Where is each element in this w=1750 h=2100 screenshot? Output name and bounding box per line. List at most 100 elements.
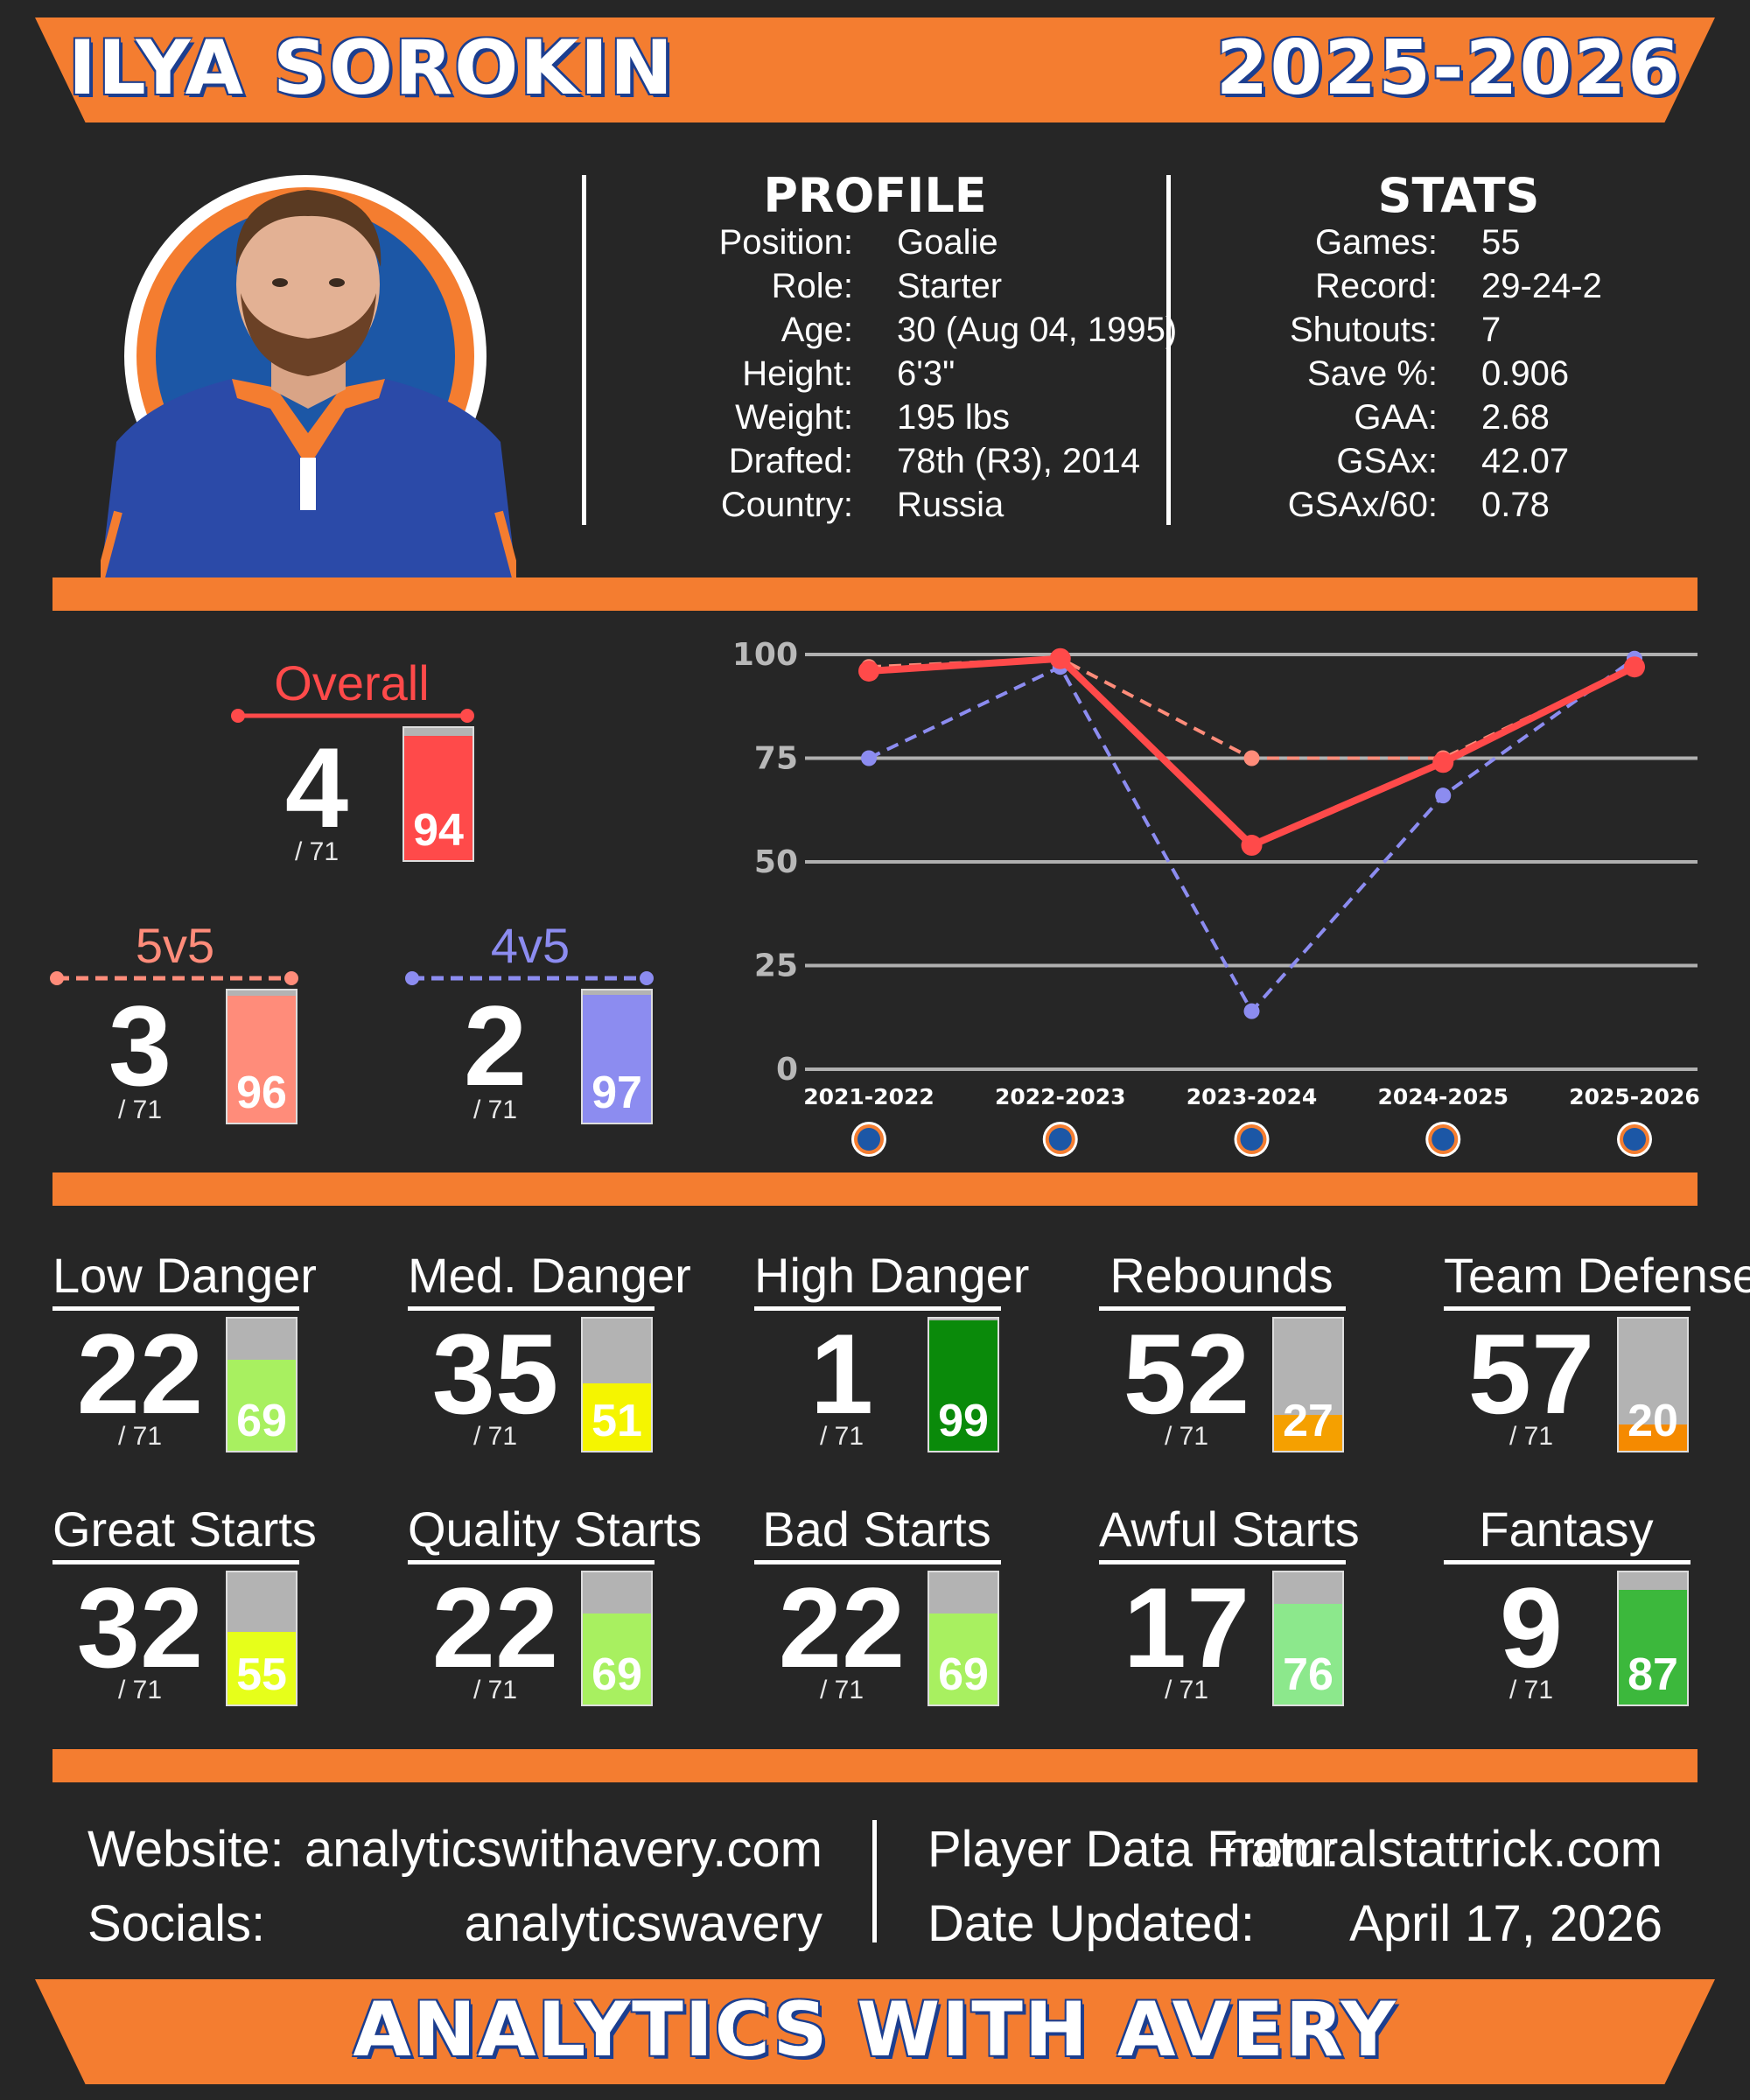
header-divider-left bbox=[582, 175, 586, 525]
overall-percentile-fill bbox=[404, 736, 472, 860]
metric-r2-1-underline bbox=[408, 1560, 654, 1564]
metric-r1-0-rank: 22 bbox=[76, 1310, 204, 1438]
metric-r2-4-percentile-bar: 87 bbox=[1617, 1571, 1689, 1706]
five-on-five-rank: 3 bbox=[108, 982, 172, 1110]
metric-r2-1-metric: Quality Starts 22/ 71 69 bbox=[408, 1501, 702, 1706]
metric-r2-0-metric: Great Starts 32/ 71 55 bbox=[52, 1501, 317, 1706]
percentile-trend-chart: 0 25 50 75 100 2021-2022 2022-2023 2023-2024 202… bbox=[732, 637, 1700, 1157]
metric-r1-0-metric: Low Danger 22/ 71 69 bbox=[52, 1247, 317, 1452]
website-label: Website: bbox=[88, 1821, 284, 1878]
metric-r1-2-percentile-bar: 99 bbox=[928, 1317, 999, 1452]
metric-r2-2-percentile-label: 69 bbox=[938, 1649, 989, 1700]
metric-r1-1-percentile-label: 51 bbox=[592, 1396, 642, 1446]
four-on-five-legend-line bbox=[405, 971, 654, 985]
metric-r2-4-percentile-label: 87 bbox=[1628, 1649, 1678, 1700]
metric-r1-4-metric: Team Defense 57/ 71 20 bbox=[1444, 1247, 1750, 1452]
overall-title: Overall bbox=[274, 655, 430, 710]
metric-r1-3-percentile-bar: 27 bbox=[1272, 1317, 1344, 1452]
row-value: Russia bbox=[897, 486, 1004, 524]
metric-r2-3-title: Awful Starts bbox=[1099, 1502, 1360, 1557]
metric-r1-0-title: Low Danger bbox=[52, 1248, 317, 1303]
brand-banner bbox=[35, 1979, 1715, 2084]
season-label: 2025-2026 bbox=[1215, 24, 1682, 112]
row-key: Drafted: bbox=[728, 442, 853, 480]
metric-r1-4-title: Team Defense bbox=[1444, 1248, 1750, 1303]
series-point-2 bbox=[1243, 1003, 1260, 1019]
stats-title: STATS bbox=[1377, 168, 1540, 223]
metric-r2-3-percentile-bar: 76 bbox=[1272, 1571, 1344, 1706]
row-key: Country: bbox=[720, 486, 853, 524]
four-on-five-title: 4v5 bbox=[490, 918, 570, 973]
x-tick-label: 2023-2024 bbox=[1186, 1084, 1318, 1110]
row-value: 30 (Aug 04, 1995) bbox=[897, 311, 1178, 349]
brand-title: ANALYTICS WITH AVERY bbox=[353, 1986, 1397, 2074]
metric-r1-0-percentile-fill bbox=[228, 1359, 296, 1451]
metric-r2-0-percentile-bar: 55 bbox=[226, 1571, 298, 1706]
metric-r1-2-title: High Danger bbox=[754, 1248, 1030, 1303]
divider-bar-3 bbox=[52, 1749, 1698, 1782]
five-on-five-percentile-label: 96 bbox=[236, 1068, 287, 1118]
five-on-five-percentile-fill bbox=[228, 996, 296, 1123]
metric-r2-3-percentile-fill bbox=[1274, 1604, 1342, 1704]
metric-r2-0-underline bbox=[52, 1560, 299, 1564]
metric-r2-1-percentile-fill bbox=[583, 1613, 651, 1704]
metric-r2-2-metric: Bad Starts 22/ 71 69 bbox=[754, 1501, 1008, 1706]
date-updated-label: Date Updated: bbox=[928, 1895, 1256, 1952]
row-value: 42.07 bbox=[1481, 442, 1570, 480]
series-point-2 bbox=[861, 750, 877, 766]
metric-r2-2-percentile-fill bbox=[929, 1613, 998, 1704]
metric-r2-4-metric: Fantasy 9/ 71 87 bbox=[1444, 1501, 1698, 1706]
metric-r2-4-percentile-fill bbox=[1619, 1589, 1687, 1704]
metric-r1-2-rank: 1 bbox=[809, 1310, 874, 1438]
metric-r2-1-rank: 22 bbox=[431, 1564, 559, 1691]
overall-percentile-label: 94 bbox=[413, 805, 464, 856]
website-value[interactable]: analyticswithavery.com bbox=[304, 1821, 822, 1878]
data-source-label: Player Data From: bbox=[928, 1821, 1340, 1878]
overall-rank: 4 bbox=[284, 724, 349, 851]
row-key: Height: bbox=[742, 354, 853, 393]
four-on-five-percentile-bar: 97 bbox=[581, 989, 653, 1124]
x-tick-label: 2024-2025 bbox=[1377, 1084, 1508, 1110]
series-point-0 bbox=[1241, 835, 1263, 857]
metric-r1-4-rank: 57 bbox=[1467, 1310, 1595, 1438]
series-point-0 bbox=[858, 660, 879, 682]
metric-r1-4-percentile-label: 20 bbox=[1628, 1396, 1678, 1446]
socials-value[interactable]: analyticswavery bbox=[464, 1895, 822, 1952]
row-key: Weight: bbox=[735, 398, 853, 437]
metric-r2-0-percentile-fill bbox=[228, 1631, 296, 1704]
series-point-0 bbox=[1624, 656, 1645, 678]
row-key: GSAx/60: bbox=[1287, 486, 1438, 524]
five-on-five-percentile-bar: 96 bbox=[226, 989, 298, 1124]
row-key: Shutouts: bbox=[1289, 311, 1438, 349]
metric-r2-1-percentile-bar: 69 bbox=[581, 1571, 653, 1706]
metric-r1-1-underline bbox=[408, 1306, 654, 1311]
metric-r1-2-rank-total: / 71 bbox=[819, 1422, 864, 1451]
metric-r1-3-title: Rebounds bbox=[1110, 1248, 1334, 1303]
socials-label: Socials: bbox=[88, 1895, 266, 1952]
row-value: 0.78 bbox=[1481, 486, 1550, 524]
overall-rank-total: / 71 bbox=[294, 837, 340, 866]
metric-r2-0-percentile-label: 55 bbox=[236, 1649, 287, 1700]
data-source-value[interactable]: naturalstattrick.com bbox=[1222, 1821, 1662, 1878]
row-value: 6'3" bbox=[897, 354, 956, 393]
metric-r1-1-rank: 35 bbox=[431, 1310, 559, 1438]
metric-r1-3-percentile-fill bbox=[1274, 1415, 1342, 1451]
metric-r1-0-percentile-bar: 69 bbox=[226, 1317, 298, 1452]
row-value: 55 bbox=[1481, 223, 1521, 262]
overall-legend-line bbox=[231, 709, 474, 723]
header-banner bbox=[35, 18, 1715, 122]
four-on-five-percentile-label: 97 bbox=[592, 1068, 642, 1118]
row-key: Games: bbox=[1314, 223, 1438, 262]
row-key: Position: bbox=[718, 223, 853, 262]
metric-r2-3-percentile-label: 76 bbox=[1283, 1649, 1334, 1700]
row-value: 29-24-2 bbox=[1481, 267, 1602, 305]
four-on-five-percentile-fill bbox=[583, 994, 651, 1123]
five-on-five-legend-line bbox=[50, 971, 298, 985]
date-updated-value: April 17, 2026 bbox=[1349, 1895, 1662, 1952]
overall-percentile-bar: 94 bbox=[402, 726, 474, 862]
metric-r2-3-rank-total: / 71 bbox=[1164, 1676, 1209, 1704]
y-tick-label: 100 bbox=[732, 637, 798, 673]
metric-r1-1-percentile-fill bbox=[583, 1383, 651, 1451]
four-on-five-rank-total: / 71 bbox=[472, 1096, 518, 1124]
metric-r2-3-rank: 17 bbox=[1123, 1564, 1250, 1691]
